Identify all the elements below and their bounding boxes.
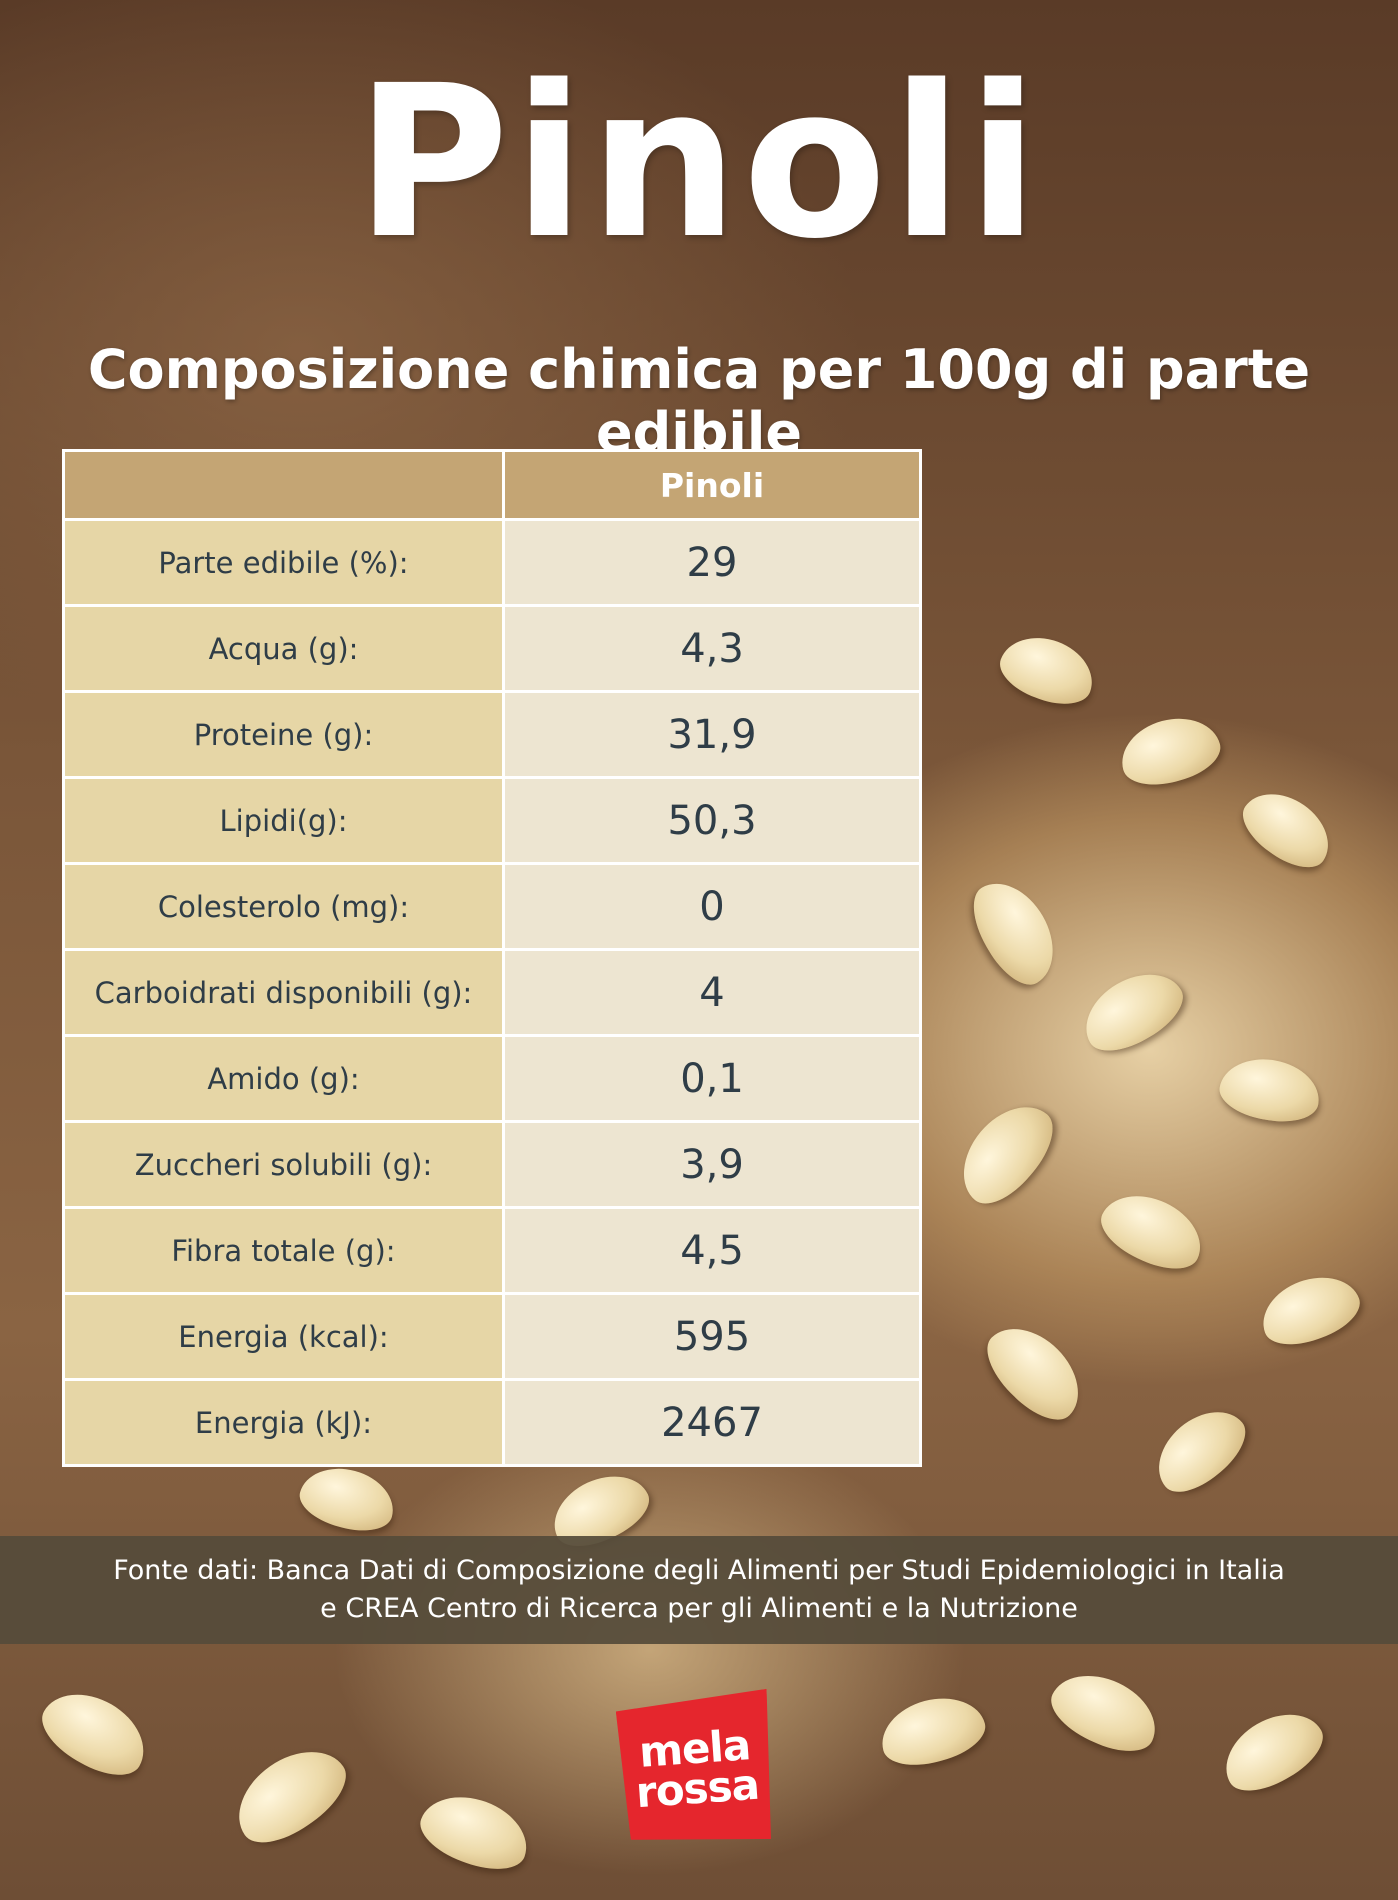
table-row: Energia (kcal): 595 bbox=[62, 1292, 922, 1381]
row-value: 29 bbox=[502, 518, 922, 607]
row-value: 4,3 bbox=[502, 604, 922, 693]
row-value: 31,9 bbox=[502, 690, 922, 779]
source-line-1: Fonte dati: Banca Dati di Composizione d… bbox=[113, 1555, 1285, 1586]
row-label: Amido (g): bbox=[62, 1034, 505, 1123]
row-label: Carboidrati disponibili (g): bbox=[62, 948, 505, 1037]
row-value: 0 bbox=[502, 862, 922, 951]
table-row: Proteine (g): 31,9 bbox=[62, 690, 922, 779]
row-value: 50,3 bbox=[502, 776, 922, 865]
row-value: 3,9 bbox=[502, 1120, 922, 1209]
table-row: Energia (kJ): 2467 bbox=[62, 1378, 922, 1467]
row-label: Energia (kcal): bbox=[62, 1292, 505, 1381]
table-row: Fibra totale (g): 4,5 bbox=[62, 1206, 922, 1295]
row-label: Colesterolo (mg): bbox=[62, 862, 505, 951]
row-value: 0,1 bbox=[502, 1034, 922, 1123]
source-line-2: e CREA Centro di Ricerca per gli Aliment… bbox=[320, 1593, 1078, 1624]
row-value: 4 bbox=[502, 948, 922, 1037]
header-cell-product: Pinoli bbox=[502, 449, 922, 521]
melarossa-logo: mela rossa bbox=[615, 1689, 777, 1849]
row-label: Zuccheri solubili (g): bbox=[62, 1120, 505, 1209]
logo-text-bottom: rossa bbox=[634, 1759, 761, 1818]
source-footer: Fonte dati: Banca Dati di Composizione d… bbox=[0, 1536, 1398, 1644]
row-label: Acqua (g): bbox=[62, 604, 505, 693]
table-row: Acqua (g): 4,3 bbox=[62, 604, 922, 693]
row-value: 2467 bbox=[502, 1378, 922, 1467]
row-label: Energia (kJ): bbox=[62, 1378, 505, 1467]
page-subtitle: Composizione chimica per 100g di parte e… bbox=[87, 338, 1311, 464]
table-row: Lipidi(g): 50,3 bbox=[62, 776, 922, 865]
row-label: Lipidi(g): bbox=[62, 776, 505, 865]
row-label: Proteine (g): bbox=[62, 690, 505, 779]
table-header-row: Pinoli bbox=[62, 449, 922, 521]
table-row: Colesterolo (mg): 0 bbox=[62, 862, 922, 951]
table-row: Zuccheri solubili (g): 3,9 bbox=[62, 1120, 922, 1209]
table-row: Parte edibile (%): 29 bbox=[62, 518, 922, 607]
row-label: Parte edibile (%): bbox=[62, 518, 505, 607]
row-value: 595 bbox=[502, 1292, 922, 1381]
row-value: 4,5 bbox=[502, 1206, 922, 1295]
row-label: Fibra totale (g): bbox=[62, 1206, 505, 1295]
page-title: Pinoli bbox=[355, 40, 1043, 285]
header-cell-empty bbox=[62, 449, 505, 521]
nutrition-table: Pinoli Parte edibile (%): 29 Acqua (g): … bbox=[62, 449, 922, 1467]
table-row: Amido (g): 0,1 bbox=[62, 1034, 922, 1123]
table-row: Carboidrati disponibili (g): 4 bbox=[62, 948, 922, 1037]
